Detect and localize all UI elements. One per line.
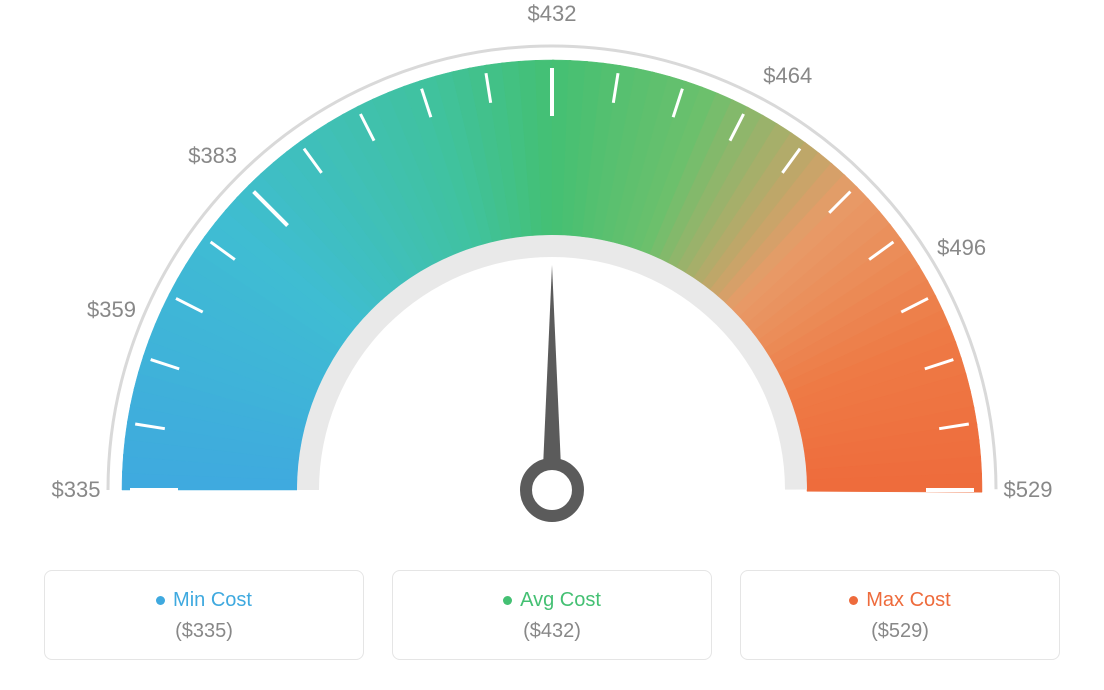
legend-dot-min: [156, 596, 165, 605]
legend-title-min-text: Min Cost: [173, 589, 252, 612]
legend-title-avg-text: Avg Cost: [520, 589, 601, 612]
gauge-tick-label: $383: [188, 143, 237, 169]
legend-card-max: Max Cost ($529): [740, 570, 1060, 660]
legend-value-max: ($529): [751, 620, 1049, 643]
legend-value-min: ($335): [55, 620, 353, 643]
gauge-tick-label: $335: [52, 477, 101, 503]
legend-title-max: Max Cost: [849, 589, 950, 612]
gauge-tick-label: $496: [937, 235, 986, 261]
legend-title-max-text: Max Cost: [866, 589, 950, 612]
legend-title-avg: Avg Cost: [503, 589, 601, 612]
legend-dot-max: [849, 596, 858, 605]
gauge-chart: $335 $359 $383 $432 $464 $496 $529: [0, 0, 1104, 560]
gauge-svg: [0, 0, 1104, 560]
legend-value-avg: ($432): [403, 620, 701, 643]
legend-card-min: Min Cost ($335): [44, 570, 364, 660]
gauge-tick-label: $529: [1004, 477, 1053, 503]
gauge-tick-label: $432: [528, 1, 577, 27]
gauge-tick-label: $464: [763, 63, 812, 89]
legend-title-min: Min Cost: [156, 589, 252, 612]
legend-row: Min Cost ($335) Avg Cost ($432) Max Cost…: [0, 570, 1104, 660]
gauge-tick-label: $359: [87, 297, 136, 323]
legend-dot-avg: [503, 596, 512, 605]
legend-card-avg: Avg Cost ($432): [392, 570, 712, 660]
